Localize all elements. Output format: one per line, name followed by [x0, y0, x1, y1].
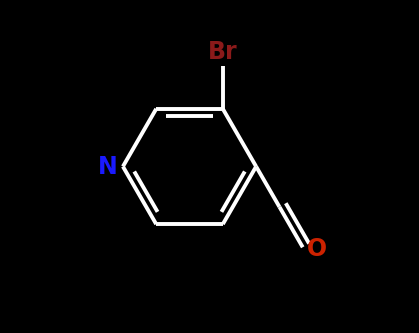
Text: Br: Br — [208, 40, 238, 64]
Text: N: N — [98, 155, 118, 178]
Text: O: O — [307, 237, 327, 261]
